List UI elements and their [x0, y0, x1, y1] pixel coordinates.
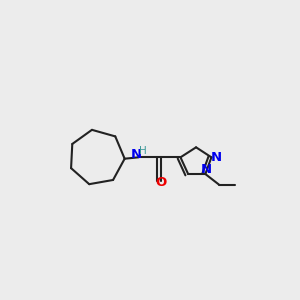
Text: N: N	[131, 148, 142, 161]
Text: H: H	[140, 146, 147, 156]
Text: O: O	[155, 176, 166, 189]
Text: N: N	[211, 151, 222, 164]
Text: N: N	[200, 163, 211, 176]
